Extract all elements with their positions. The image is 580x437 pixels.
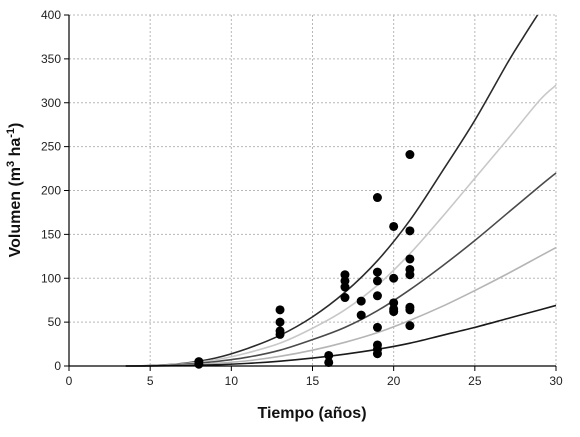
- y-tick-label: 350: [41, 52, 61, 66]
- axes: [64, 14, 557, 371]
- x-tick-label: 10: [225, 374, 239, 388]
- model-curve-1: [125, 14, 539, 367]
- y-tick-label: 400: [41, 8, 61, 22]
- data-point: [405, 270, 415, 280]
- x-tick-label: 5: [147, 374, 154, 388]
- x-tick-label: 30: [549, 374, 563, 388]
- x-tick-label: 0: [66, 374, 73, 388]
- data-point: [340, 293, 350, 303]
- data-point: [194, 359, 204, 369]
- model-curve-2: [125, 84, 557, 367]
- data-point: [372, 276, 382, 286]
- data-point: [389, 273, 399, 283]
- model-curve-3: [125, 172, 557, 367]
- data-point: [372, 193, 382, 203]
- data-point: [324, 357, 334, 367]
- x-tick-labels: 0 5 10 15 20 25 30: [66, 374, 563, 388]
- observed-points: [194, 150, 415, 369]
- model-curve-5: [125, 304, 557, 367]
- model-curve-4: [125, 246, 557, 367]
- y-tick-label: 250: [41, 140, 61, 154]
- model-curves: [125, 14, 557, 367]
- y-tick-labels: 0 50 100 150 200 250 300 350 400: [41, 8, 61, 373]
- y-tick-label: 0: [54, 359, 61, 373]
- data-point: [389, 307, 399, 317]
- x-tick-label: 20: [387, 374, 401, 388]
- y-tick-label: 50: [48, 315, 62, 329]
- x-axis-title: Tiempo (años): [257, 405, 366, 422]
- data-point: [405, 321, 415, 331]
- data-point: [275, 305, 285, 315]
- data-point: [324, 350, 334, 360]
- grid: [69, 14, 557, 366]
- data-point: [356, 296, 366, 306]
- data-point: [356, 310, 366, 320]
- data-point: [275, 317, 285, 327]
- x-tick-label: 25: [468, 374, 482, 388]
- data-point: [389, 221, 399, 231]
- data-point: [405, 305, 415, 315]
- data-point: [405, 226, 415, 236]
- data-point: [275, 329, 285, 339]
- data-point: [405, 254, 415, 264]
- y-axis-title: Volumen (m3 ha-1): [5, 123, 24, 258]
- data-point: [372, 267, 382, 277]
- y-tick-label: 150: [41, 227, 61, 241]
- y-tick-label: 200: [41, 184, 61, 198]
- y-tick-label: 100: [41, 271, 61, 285]
- data-point: [372, 291, 382, 301]
- y-tick-label: 300: [41, 96, 61, 110]
- data-point: [340, 282, 350, 292]
- data-point: [372, 349, 382, 359]
- data-point: [405, 150, 415, 160]
- x-tick-label: 15: [306, 374, 320, 388]
- data-point: [372, 322, 382, 332]
